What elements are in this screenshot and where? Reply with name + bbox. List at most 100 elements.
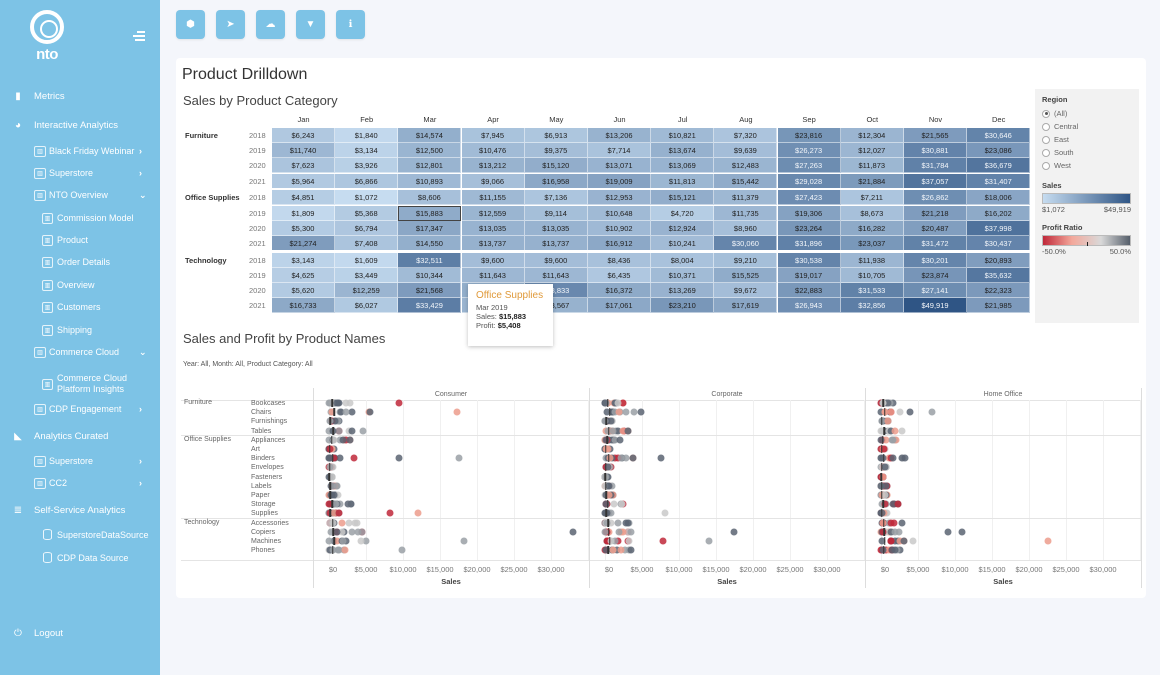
data-point[interactable] xyxy=(619,399,627,407)
heatmap-cell[interactable]: $16,282 xyxy=(840,220,904,236)
data-point[interactable] xyxy=(354,528,362,536)
data-point[interactable] xyxy=(326,454,334,462)
heatmap-cell[interactable]: $11,735 xyxy=(714,205,778,221)
heatmap-cell[interactable]: $30,201 xyxy=(904,252,967,268)
data-point[interactable] xyxy=(891,528,899,536)
sidebar-item-overview[interactable]: ▥ Overview xyxy=(0,275,160,295)
data-point[interactable] xyxy=(333,399,341,407)
data-point[interactable] xyxy=(877,436,885,444)
sidebar-item-superstore[interactable]: ▥ Superstore › xyxy=(0,451,160,471)
data-point[interactable] xyxy=(331,417,339,425)
data-point[interactable] xyxy=(359,427,367,435)
heatmap-cell[interactable]: $12,259 xyxy=(335,283,399,298)
chevron-right-icon[interactable]: › xyxy=(139,146,142,156)
heatmap-cell[interactable]: $30,881 xyxy=(904,143,967,159)
data-point[interactable] xyxy=(1044,537,1051,545)
data-point[interactable] xyxy=(617,454,625,462)
chevron-right-icon[interactable]: › xyxy=(139,456,142,466)
data-point[interactable] xyxy=(657,454,664,462)
data-point[interactable] xyxy=(609,427,617,435)
heatmap-cell[interactable]: $3,134 xyxy=(335,143,399,159)
heatmap-cell[interactable]: $49,919 xyxy=(904,298,967,314)
data-point[interactable] xyxy=(339,537,347,545)
data-point[interactable] xyxy=(348,427,356,435)
heatmap-cell[interactable]: $3,143 xyxy=(272,252,335,268)
heatmap-cell[interactable]: $8,436 xyxy=(588,252,651,268)
data-point[interactable] xyxy=(460,537,468,545)
data-point[interactable] xyxy=(342,399,350,407)
heatmap-cell[interactable]: $23,874 xyxy=(904,267,967,283)
sidebar-item-metrics[interactable]: ▮ Metrics xyxy=(0,86,160,106)
data-point[interactable] xyxy=(330,436,338,444)
sidebar-item-customers[interactable]: ▥ Customers xyxy=(0,297,160,317)
heatmap-cell[interactable]: $1,609 xyxy=(335,252,399,268)
data-point[interactable] xyxy=(887,537,895,545)
data-point[interactable] xyxy=(326,399,334,407)
heatmap-cell[interactable]: $3,449 xyxy=(335,267,399,283)
heatmap-cell[interactable]: $9,114 xyxy=(524,205,588,221)
data-point[interactable] xyxy=(889,454,897,462)
heatmap-cell[interactable]: $9,600 xyxy=(461,252,525,268)
data-point[interactable] xyxy=(627,528,635,536)
heatmap-cell[interactable]: $10,902 xyxy=(588,220,651,236)
data-point[interactable] xyxy=(878,537,886,545)
heatmap-cell[interactable]: $17,619 xyxy=(714,298,778,314)
data-point[interactable] xyxy=(877,408,885,416)
heatmap-cell[interactable]: $13,269 xyxy=(651,283,715,298)
heatmap-cell[interactable]: $21,274 xyxy=(272,235,335,251)
heatmap-cell[interactable]: $11,873 xyxy=(840,158,904,174)
heatmap-cell[interactable]: $9,639 xyxy=(714,143,778,159)
data-point[interactable] xyxy=(334,491,342,499)
heatmap-cell[interactable]: $27,423 xyxy=(777,190,841,206)
data-point[interactable] xyxy=(888,436,896,444)
data-point[interactable] xyxy=(607,537,615,545)
heatmap-cell[interactable]: $23,264 xyxy=(777,220,841,236)
data-point[interactable] xyxy=(604,427,612,435)
heatmap-cell[interactable]: $23,037 xyxy=(840,235,904,251)
heatmap-cell[interactable]: $5,964 xyxy=(272,173,335,189)
chevron-down-icon[interactable]: ⌄ xyxy=(139,189,147,200)
data-point[interactable] xyxy=(333,482,341,490)
cloud-upload-button[interactable]: ☁ xyxy=(256,10,285,39)
heatmap-cell[interactable]: $16,372 xyxy=(588,283,651,298)
data-point[interactable] xyxy=(615,408,623,416)
data-point[interactable] xyxy=(605,491,613,499)
data-point[interactable] xyxy=(607,519,615,527)
data-point[interactable] xyxy=(603,519,611,527)
heatmap-cell[interactable]: $11,740 xyxy=(272,143,335,159)
heatmap-cell[interactable]: $18,006 xyxy=(967,190,1031,206)
data-point[interactable] xyxy=(345,519,353,527)
send-button[interactable]: ➤ xyxy=(216,10,245,39)
data-point[interactable] xyxy=(357,537,365,545)
heatmap-cell[interactable]: $3,926 xyxy=(335,158,399,174)
data-point[interactable] xyxy=(601,417,609,425)
data-point[interactable] xyxy=(606,454,614,462)
data-point[interactable] xyxy=(619,528,627,536)
heatmap-cell[interactable]: $11,379 xyxy=(714,190,778,206)
data-point[interactable] xyxy=(619,427,627,435)
data-point[interactable] xyxy=(659,537,667,545)
data-point[interactable] xyxy=(325,436,333,444)
data-point[interactable] xyxy=(615,528,623,536)
heatmap-cell[interactable]: $13,737 xyxy=(461,235,525,251)
data-point[interactable] xyxy=(614,427,622,435)
data-point[interactable] xyxy=(338,528,346,536)
data-point[interactable] xyxy=(366,408,374,416)
heatmap-cell[interactable]: $6,243 xyxy=(272,128,335,143)
data-point[interactable] xyxy=(613,546,621,554)
heatmap-cell[interactable]: $7,623 xyxy=(272,158,335,174)
sidebar-item-shipping[interactable]: ▥ Shipping xyxy=(0,320,160,340)
data-point[interactable] xyxy=(346,436,354,444)
data-point[interactable] xyxy=(616,436,624,444)
sidebar-item-black-friday-webinar[interactable]: ▥ Black Friday Webinar › xyxy=(0,141,160,161)
heatmap-cell[interactable]: $13,035 xyxy=(524,220,588,236)
data-point[interactable] xyxy=(627,546,635,554)
heatmap-cell[interactable]: $15,121 xyxy=(651,190,715,206)
data-point[interactable] xyxy=(333,537,341,545)
region-option-west[interactable]: West xyxy=(1042,159,1132,172)
data-point[interactable] xyxy=(618,500,626,508)
data-point[interactable] xyxy=(958,528,966,536)
data-point[interactable] xyxy=(341,546,349,554)
data-point[interactable] xyxy=(611,537,619,545)
region-option-east[interactable]: East xyxy=(1042,133,1132,146)
